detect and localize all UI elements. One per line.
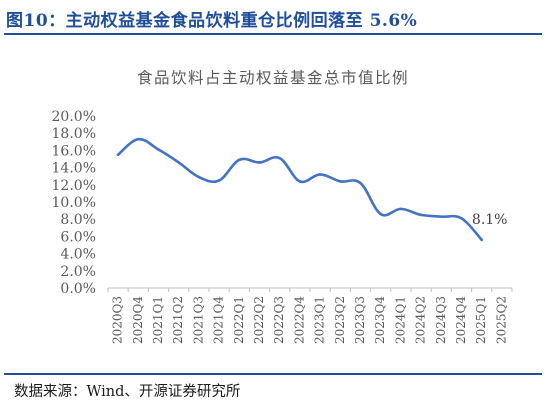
source-rule (4, 373, 542, 375)
data-point (157, 148, 160, 151)
figure-title: 图10：主动权益基金食品饮料重仓比例回落至 5.6% (6, 11, 418, 31)
x-tick-label: 2022Q2 (252, 296, 266, 344)
data-point (440, 215, 443, 218)
x-tick-label: 2022Q3 (272, 296, 286, 344)
title-rule (4, 33, 542, 35)
data-point (399, 207, 403, 211)
y-tick-label: 14.0% (52, 161, 96, 177)
data-point (238, 158, 241, 162)
x-tick-label: 2024Q1 (393, 296, 407, 344)
y-tick-label: 10.0% (52, 195, 96, 211)
y-tick-label: 12.0% (52, 178, 96, 194)
y-tick-label: 4.0% (60, 247, 96, 263)
source-note: 数据来源：Wind、开源证券研究所 (14, 384, 241, 400)
y-tick-label: 8.0% (60, 212, 96, 228)
x-tick-label: 2024Q3 (434, 296, 448, 344)
x-tick-label: 2023Q3 (353, 296, 367, 344)
x-tick-label: 2022Q4 (292, 296, 306, 344)
x-tick-label: 2024Q2 (414, 296, 428, 344)
x-tick-label: 2024Q4 (454, 296, 468, 344)
data-point (339, 180, 342, 183)
data-point (318, 173, 322, 176)
x-tick-label: 2025Q2 (494, 296, 508, 344)
data-point (177, 161, 180, 164)
data-point (116, 153, 120, 156)
x-tick-label: 2020Q4 (131, 296, 145, 344)
data-point (217, 179, 221, 182)
data-point (419, 213, 423, 217)
chart-title: 食品饮料占主动权益基金总市值比例 (136, 69, 409, 87)
data-point (359, 181, 362, 185)
x-tick-label: 2023Q4 (373, 296, 387, 344)
data-point (298, 180, 302, 183)
x-tick-label: 2022Q1 (232, 296, 246, 344)
x-tick-label: 2020Q3 (111, 296, 125, 344)
y-tick-label: 20.0% (52, 109, 96, 125)
y-tick-label: 2.0% (60, 264, 96, 280)
x-tick-label: 2021Q1 (151, 296, 165, 344)
data-point (137, 137, 140, 141)
y-tick-label: 0.0% (60, 281, 96, 297)
data-point (460, 217, 463, 220)
series-line (116, 137, 483, 242)
y-tick-label: 16.0% (52, 143, 96, 159)
x-tick-label: 2021Q4 (212, 296, 226, 344)
x-tick-label: 2021Q3 (191, 296, 205, 344)
x-tick-label: 2025Q1 (474, 296, 488, 344)
data-label: 8.1% (472, 212, 508, 228)
data-point (258, 161, 261, 164)
x-tick-label: 2023Q1 (313, 296, 327, 344)
x-tick-label: 2021Q2 (171, 296, 185, 344)
data-point (379, 212, 383, 216)
line-chart: 0.0%2.0%4.0% 6.0%8.0%10.0%12.0%14.0% 16.0%… (52, 109, 513, 344)
x-tick-label: 2023Q2 (333, 296, 347, 344)
y-tick-label: 18.0% (52, 126, 96, 142)
data-point (278, 156, 282, 160)
y-tick-label: 6.0% (60, 229, 96, 245)
data-point (480, 238, 484, 242)
data-point (197, 175, 201, 179)
